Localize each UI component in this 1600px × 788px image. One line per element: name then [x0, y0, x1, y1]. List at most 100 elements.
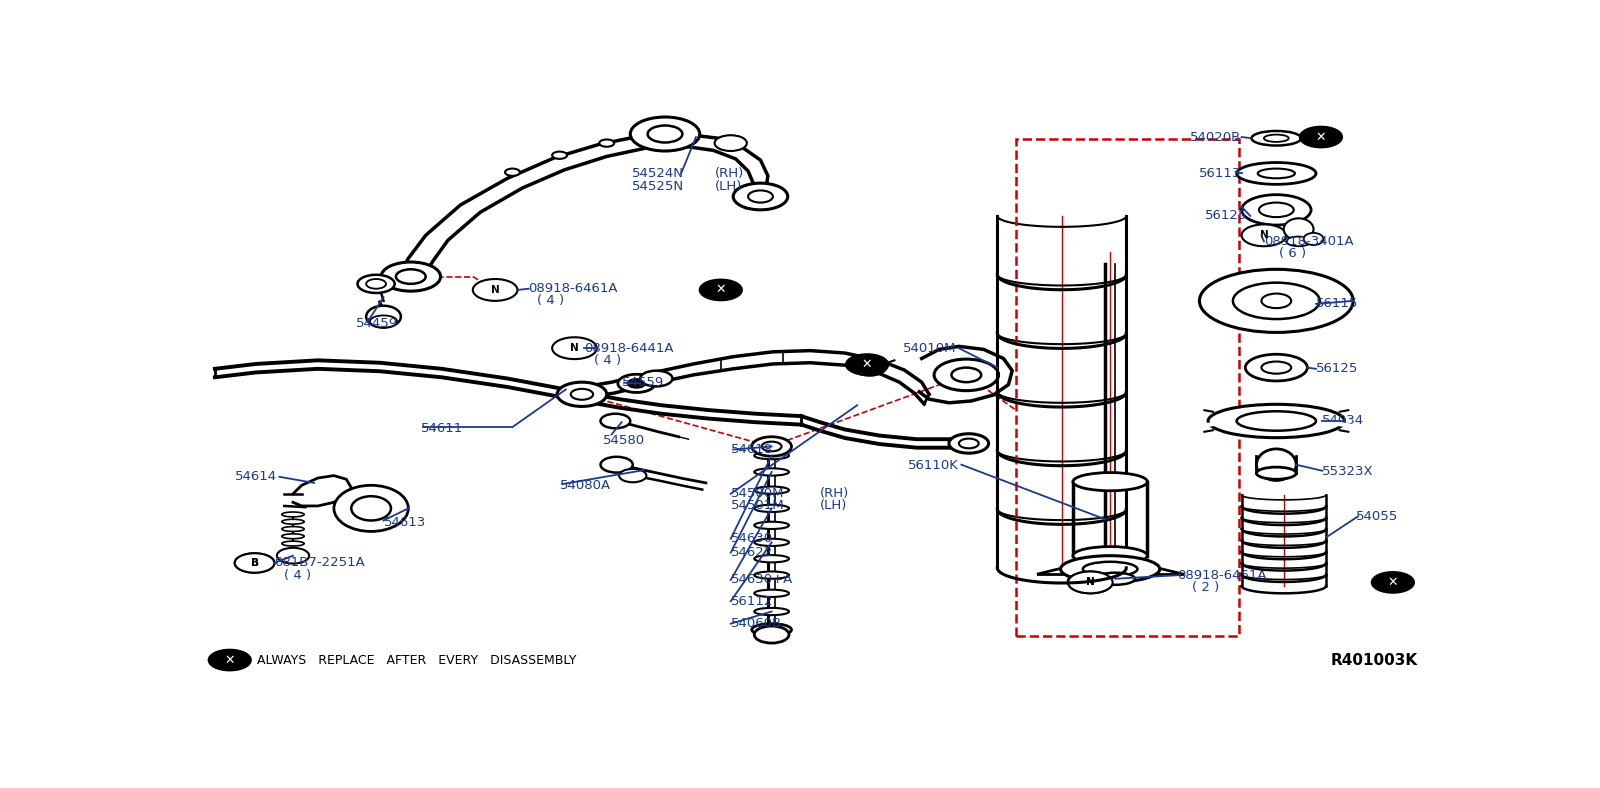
Text: 54080A: 54080A	[560, 479, 611, 492]
Ellipse shape	[752, 623, 792, 636]
Text: N: N	[1259, 230, 1269, 240]
Text: 54618: 54618	[731, 443, 773, 456]
Ellipse shape	[754, 608, 789, 615]
Circle shape	[208, 650, 251, 671]
Circle shape	[752, 437, 792, 456]
Ellipse shape	[1304, 233, 1323, 245]
Ellipse shape	[1096, 573, 1134, 585]
Text: 54060B: 54060B	[731, 617, 782, 630]
Text: 08918-6461A: 08918-6461A	[528, 282, 618, 296]
Ellipse shape	[1200, 269, 1354, 333]
Text: 54524N: 54524N	[632, 167, 683, 180]
Text: N: N	[1086, 578, 1094, 587]
Circle shape	[934, 359, 998, 391]
Circle shape	[366, 279, 386, 288]
Circle shape	[474, 279, 517, 301]
Ellipse shape	[1237, 411, 1315, 431]
Text: (RH): (RH)	[819, 487, 850, 500]
Text: 54055: 54055	[1355, 510, 1398, 522]
Text: 56125: 56125	[1205, 210, 1248, 222]
Ellipse shape	[1251, 131, 1301, 146]
Text: R401003K: R401003K	[1331, 652, 1418, 667]
Circle shape	[552, 337, 597, 359]
Text: ✕: ✕	[224, 653, 235, 667]
Ellipse shape	[352, 496, 390, 521]
Text: N: N	[570, 344, 579, 353]
Circle shape	[1261, 294, 1291, 308]
Circle shape	[958, 439, 979, 448]
Text: ( 6 ): ( 6 )	[1278, 247, 1306, 260]
Text: B: B	[251, 558, 259, 568]
Circle shape	[235, 553, 275, 573]
Circle shape	[648, 125, 682, 143]
Text: (LH): (LH)	[715, 180, 742, 193]
Ellipse shape	[1074, 473, 1147, 491]
Ellipse shape	[754, 468, 789, 476]
Text: ( 4 ): ( 4 )	[285, 569, 312, 582]
Circle shape	[640, 370, 672, 386]
Text: 54525N: 54525N	[632, 180, 683, 193]
Text: (LH): (LH)	[819, 500, 848, 512]
Ellipse shape	[754, 505, 789, 512]
Circle shape	[600, 414, 630, 428]
Text: 08918-6461A: 08918-6461A	[1178, 569, 1267, 582]
Ellipse shape	[1208, 404, 1344, 437]
Circle shape	[619, 469, 646, 482]
Text: ✕: ✕	[1315, 131, 1326, 143]
Ellipse shape	[1264, 135, 1288, 142]
Ellipse shape	[1256, 449, 1296, 481]
Ellipse shape	[754, 589, 789, 597]
Circle shape	[754, 626, 789, 643]
Circle shape	[506, 169, 520, 176]
Ellipse shape	[754, 555, 789, 563]
Circle shape	[952, 367, 981, 382]
Ellipse shape	[754, 539, 789, 546]
Circle shape	[235, 553, 275, 573]
Ellipse shape	[1074, 547, 1147, 565]
Ellipse shape	[754, 452, 789, 459]
Text: 54034: 54034	[1322, 414, 1365, 428]
Circle shape	[1242, 225, 1286, 246]
Text: 54559: 54559	[621, 377, 664, 389]
Text: 081B7-2251A: 081B7-2251A	[275, 556, 365, 570]
Text: ✕: ✕	[862, 358, 872, 371]
Text: 08918-6441A: 08918-6441A	[584, 342, 674, 355]
Ellipse shape	[1237, 162, 1315, 184]
Circle shape	[853, 359, 886, 376]
Ellipse shape	[282, 533, 304, 539]
Circle shape	[627, 379, 645, 388]
Ellipse shape	[282, 526, 304, 531]
Text: 54580: 54580	[603, 434, 645, 447]
Ellipse shape	[282, 541, 304, 546]
Ellipse shape	[754, 486, 789, 494]
Circle shape	[749, 191, 773, 203]
Text: 54459: 54459	[357, 318, 398, 330]
Text: 08918-3401A: 08918-3401A	[1264, 235, 1354, 248]
Circle shape	[733, 183, 787, 210]
Circle shape	[618, 374, 654, 392]
Text: 54622: 54622	[731, 546, 773, 559]
Ellipse shape	[1256, 467, 1296, 479]
Text: 56110K: 56110K	[909, 459, 958, 472]
Text: ( 2 ): ( 2 )	[1192, 581, 1219, 593]
Text: (RH): (RH)	[715, 167, 744, 180]
Circle shape	[552, 151, 566, 159]
Text: ✕: ✕	[715, 284, 726, 296]
Text: 54500M: 54500M	[731, 487, 784, 500]
Text: 54630: 54630	[731, 532, 773, 545]
Ellipse shape	[366, 306, 402, 328]
Bar	[1016, 139, 1238, 636]
Circle shape	[762, 441, 781, 452]
Ellipse shape	[1261, 362, 1291, 374]
Text: 56115: 56115	[1315, 297, 1358, 310]
Circle shape	[600, 457, 632, 473]
Text: ✕: ✕	[1387, 576, 1398, 589]
Text: 54020B: 54020B	[1190, 131, 1242, 143]
Circle shape	[1069, 574, 1098, 589]
Circle shape	[846, 355, 888, 375]
Text: 54501M: 54501M	[731, 500, 784, 512]
Ellipse shape	[1283, 218, 1314, 240]
Circle shape	[1075, 578, 1090, 585]
Circle shape	[715, 136, 747, 151]
Circle shape	[381, 262, 440, 291]
